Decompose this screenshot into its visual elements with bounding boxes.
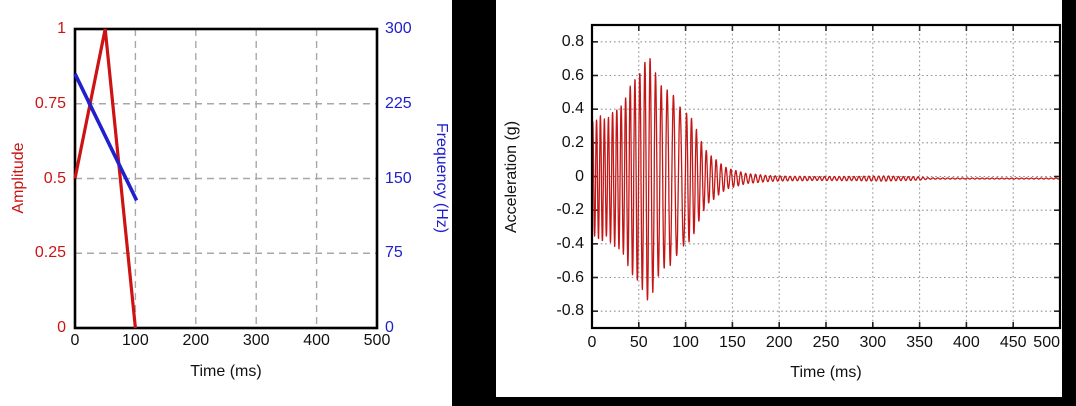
amplitude-tick-label: 0.25 <box>34 244 66 262</box>
time-tick-label-right-chart: 150 <box>719 334 746 351</box>
acceleration-tick-label: -0.4 <box>556 234 584 252</box>
time-tick-label-left-chart: 300 <box>242 332 270 349</box>
time-tick-label-right-chart: 350 <box>906 334 933 351</box>
amplitude-frequency-chart: Amplitude Frequency (Hz) Time (ms) 0 0.25… <box>0 0 452 406</box>
frequency-tick-label: 0 <box>385 319 394 336</box>
time-tick-label-left-chart: 100 <box>122 332 149 349</box>
time-tick-label-left-chart: 200 <box>182 332 210 349</box>
time-tick-label-right-chart: 0 <box>587 334 597 351</box>
time-tick-label-left-chart: 0 <box>70 332 80 349</box>
black-band-middle <box>452 0 496 406</box>
acceleration-tick-label: 0 <box>575 167 584 185</box>
time-tick-label-left-chart: 500 <box>363 332 391 349</box>
acceleration-tick-label: -0.8 <box>556 302 584 320</box>
black-band-bottom <box>496 397 1062 406</box>
time-tick-label-right-chart: 250 <box>812 334 840 351</box>
frequency-tick-label: 75 <box>385 244 403 262</box>
x-axis-title-right-chart: Time (ms) <box>790 364 862 381</box>
time-tick-label-right-chart: 300 <box>859 334 887 351</box>
acceleration-tick-label: -0.2 <box>556 201 584 219</box>
time-tick-label-left-chart: 400 <box>303 332 330 349</box>
amplitude-tick-label: 1 <box>57 20 66 37</box>
time-tick-label-right-chart: 450 <box>999 334 1027 351</box>
amplitude-tick-label: 0.75 <box>34 94 66 112</box>
frequency-tick-label: 150 <box>385 169 412 187</box>
time-tick-label-right-chart: 500 <box>1033 334 1060 351</box>
acceleration-tick-label: 0.2 <box>561 133 584 151</box>
time-tick-label-right-chart: 200 <box>765 334 793 351</box>
amplitude-tick-label: 0.5 <box>43 169 66 187</box>
time-tick-label-right-chart: 400 <box>953 334 980 351</box>
time-tick-label-right-chart: 100 <box>672 334 699 351</box>
acceleration-chart: Acceleration (g) Time (ms) 0.8 0.6 0.4 0.2 0… <box>496 0 1062 397</box>
time-tick-label-right-chart: 50 <box>629 334 648 351</box>
acceleration-tick-label: 0.6 <box>561 66 584 84</box>
x-axis-title-left-chart: Time (ms) <box>190 363 262 380</box>
acceleration-tick-label: 0.8 <box>561 32 584 50</box>
amplitude-tick-label: 0 <box>57 319 66 336</box>
y-axis-title-right-chart: Acceleration (g) <box>503 120 520 234</box>
acceleration-tick-label: -0.6 <box>556 268 584 286</box>
frequency-tick-label: 225 <box>385 94 412 112</box>
frequency-tick-label: 300 <box>385 20 412 37</box>
acceleration-tick-label: 0.4 <box>561 100 584 118</box>
amplitude-frequency-plot-area <box>73 27 379 330</box>
acceleration-plot-area <box>590 23 1062 330</box>
black-band-right <box>1062 0 1076 406</box>
